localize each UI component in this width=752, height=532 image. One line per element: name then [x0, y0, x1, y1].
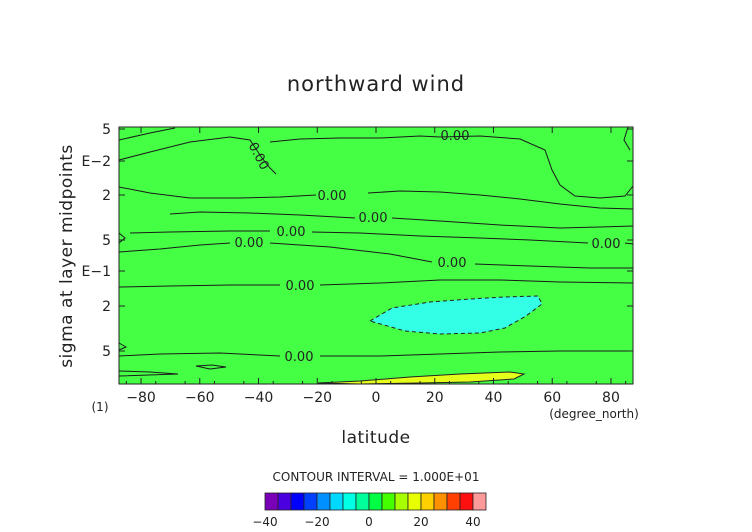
- negative-region: [368, 295, 543, 335]
- contour-line: [118, 370, 179, 377]
- colorbar-swatch: [277, 492, 292, 511]
- colorbar-swatch: [316, 492, 331, 511]
- y-tick-label: 2: [102, 299, 111, 315]
- x-tick-label: 20: [426, 390, 444, 406]
- y-tick-label: E−2: [82, 154, 111, 170]
- contour-label: 0.00: [318, 189, 347, 204]
- contour-line: [624, 242, 634, 245]
- colorbar-tick-label: −20: [304, 515, 329, 529]
- contour-line: [118, 342, 128, 351]
- colorbar-tick-label: 20: [413, 515, 428, 529]
- contour-line: [269, 242, 433, 263]
- x-tick-label: 0: [372, 390, 381, 406]
- contour-line: [269, 135, 634, 199]
- colorbar-swatch: [368, 492, 383, 511]
- colorbar-swatch: [342, 492, 357, 511]
- contour-lines: [118, 126, 634, 377]
- contour-interval-text: CONTOUR INTERVAL = 1.000E+01: [273, 470, 480, 484]
- contour-label: 0.00: [441, 129, 470, 144]
- contour-line: [319, 279, 634, 286]
- contour-label: 0.00: [285, 350, 314, 365]
- contour-line: [367, 190, 634, 210]
- contour-label: 0.00: [277, 225, 306, 240]
- colorbar-swatch: [446, 492, 461, 511]
- colorbar: [264, 492, 487, 511]
- positive-region: [317, 371, 526, 385]
- x-tick-label: 60: [543, 390, 561, 406]
- y-tick-label: 5: [102, 122, 111, 138]
- contour-line: [118, 242, 231, 253]
- y-tick-label: 5: [102, 344, 111, 360]
- contour-line: [320, 350, 633, 357]
- contour-line: [195, 364, 227, 370]
- colorbar-swatch: [433, 492, 448, 511]
- y-axis-label: sigma at layer midpoints: [57, 144, 77, 368]
- x-axis: −80 −60 −40 −20 0 20 40 60 80: [125, 127, 627, 406]
- x-tick-label: −20: [302, 390, 332, 406]
- plot-area: 0.00 0.00 0.00 0.00 0.00 0.00 0.00 0.00 …: [118, 126, 634, 385]
- contour-line: [623, 126, 631, 151]
- colorbar-ticks: −40 −20 0 20 40: [252, 515, 480, 529]
- colorbar-swatch: [407, 492, 422, 511]
- colorbar-swatch: [290, 492, 305, 511]
- contour-line: [391, 217, 634, 229]
- plot-background: [119, 127, 633, 384]
- y-tick-label: 5: [102, 233, 111, 249]
- colorbar-tick-label: 40: [465, 515, 480, 529]
- x-axis-label: latitude: [341, 428, 410, 448]
- colorbar-swatch: [381, 492, 396, 511]
- colorbar-tick-label: 0: [365, 515, 373, 529]
- y-tick-label: 2: [102, 188, 111, 204]
- colorbar-swatch: [394, 492, 409, 511]
- x-tick-label: −80: [126, 390, 156, 406]
- colorbar-tick-label: −40: [252, 515, 277, 529]
- colorbar-swatch: [329, 492, 344, 511]
- contour-label: 0.00: [286, 279, 315, 294]
- y-axis-multiplier: (1): [92, 400, 109, 414]
- contour-line: [118, 352, 281, 357]
- contour-line: [118, 186, 317, 199]
- contour-line: [118, 284, 280, 288]
- contour-line: [118, 136, 277, 175]
- contour-line: [311, 231, 589, 244]
- contour-line: [129, 230, 270, 234]
- x-tick-label: 80: [602, 390, 620, 406]
- contour-label: 0.00: [359, 211, 388, 226]
- y-tick-label: E−1: [82, 264, 111, 280]
- contour-line: [169, 211, 356, 219]
- colorbar-swatch: [472, 492, 487, 511]
- x-tick-label: 40: [485, 390, 503, 406]
- contour-line: [474, 263, 633, 269]
- contour-label: 0.00: [438, 256, 467, 271]
- y-axis: 5 E−2 2 5 E−1 2 5: [82, 122, 633, 360]
- x-axis-unit: (degree_north): [549, 407, 639, 421]
- colorbar-swatch: [459, 492, 474, 511]
- colorbar-swatch: [264, 492, 279, 511]
- colorbar-swatch: [303, 492, 318, 511]
- colorbar-swatch: [420, 492, 435, 511]
- contour-label: 0.00: [235, 236, 264, 251]
- x-tick-label: −40: [244, 390, 274, 406]
- contour-line: [118, 127, 176, 141]
- contour-label: 0.00: [592, 237, 621, 252]
- contour-line: [118, 232, 126, 244]
- colorbar-swatch: [355, 492, 370, 511]
- chart-title: northward wind: [287, 72, 465, 96]
- x-tick-label: −60: [185, 390, 215, 406]
